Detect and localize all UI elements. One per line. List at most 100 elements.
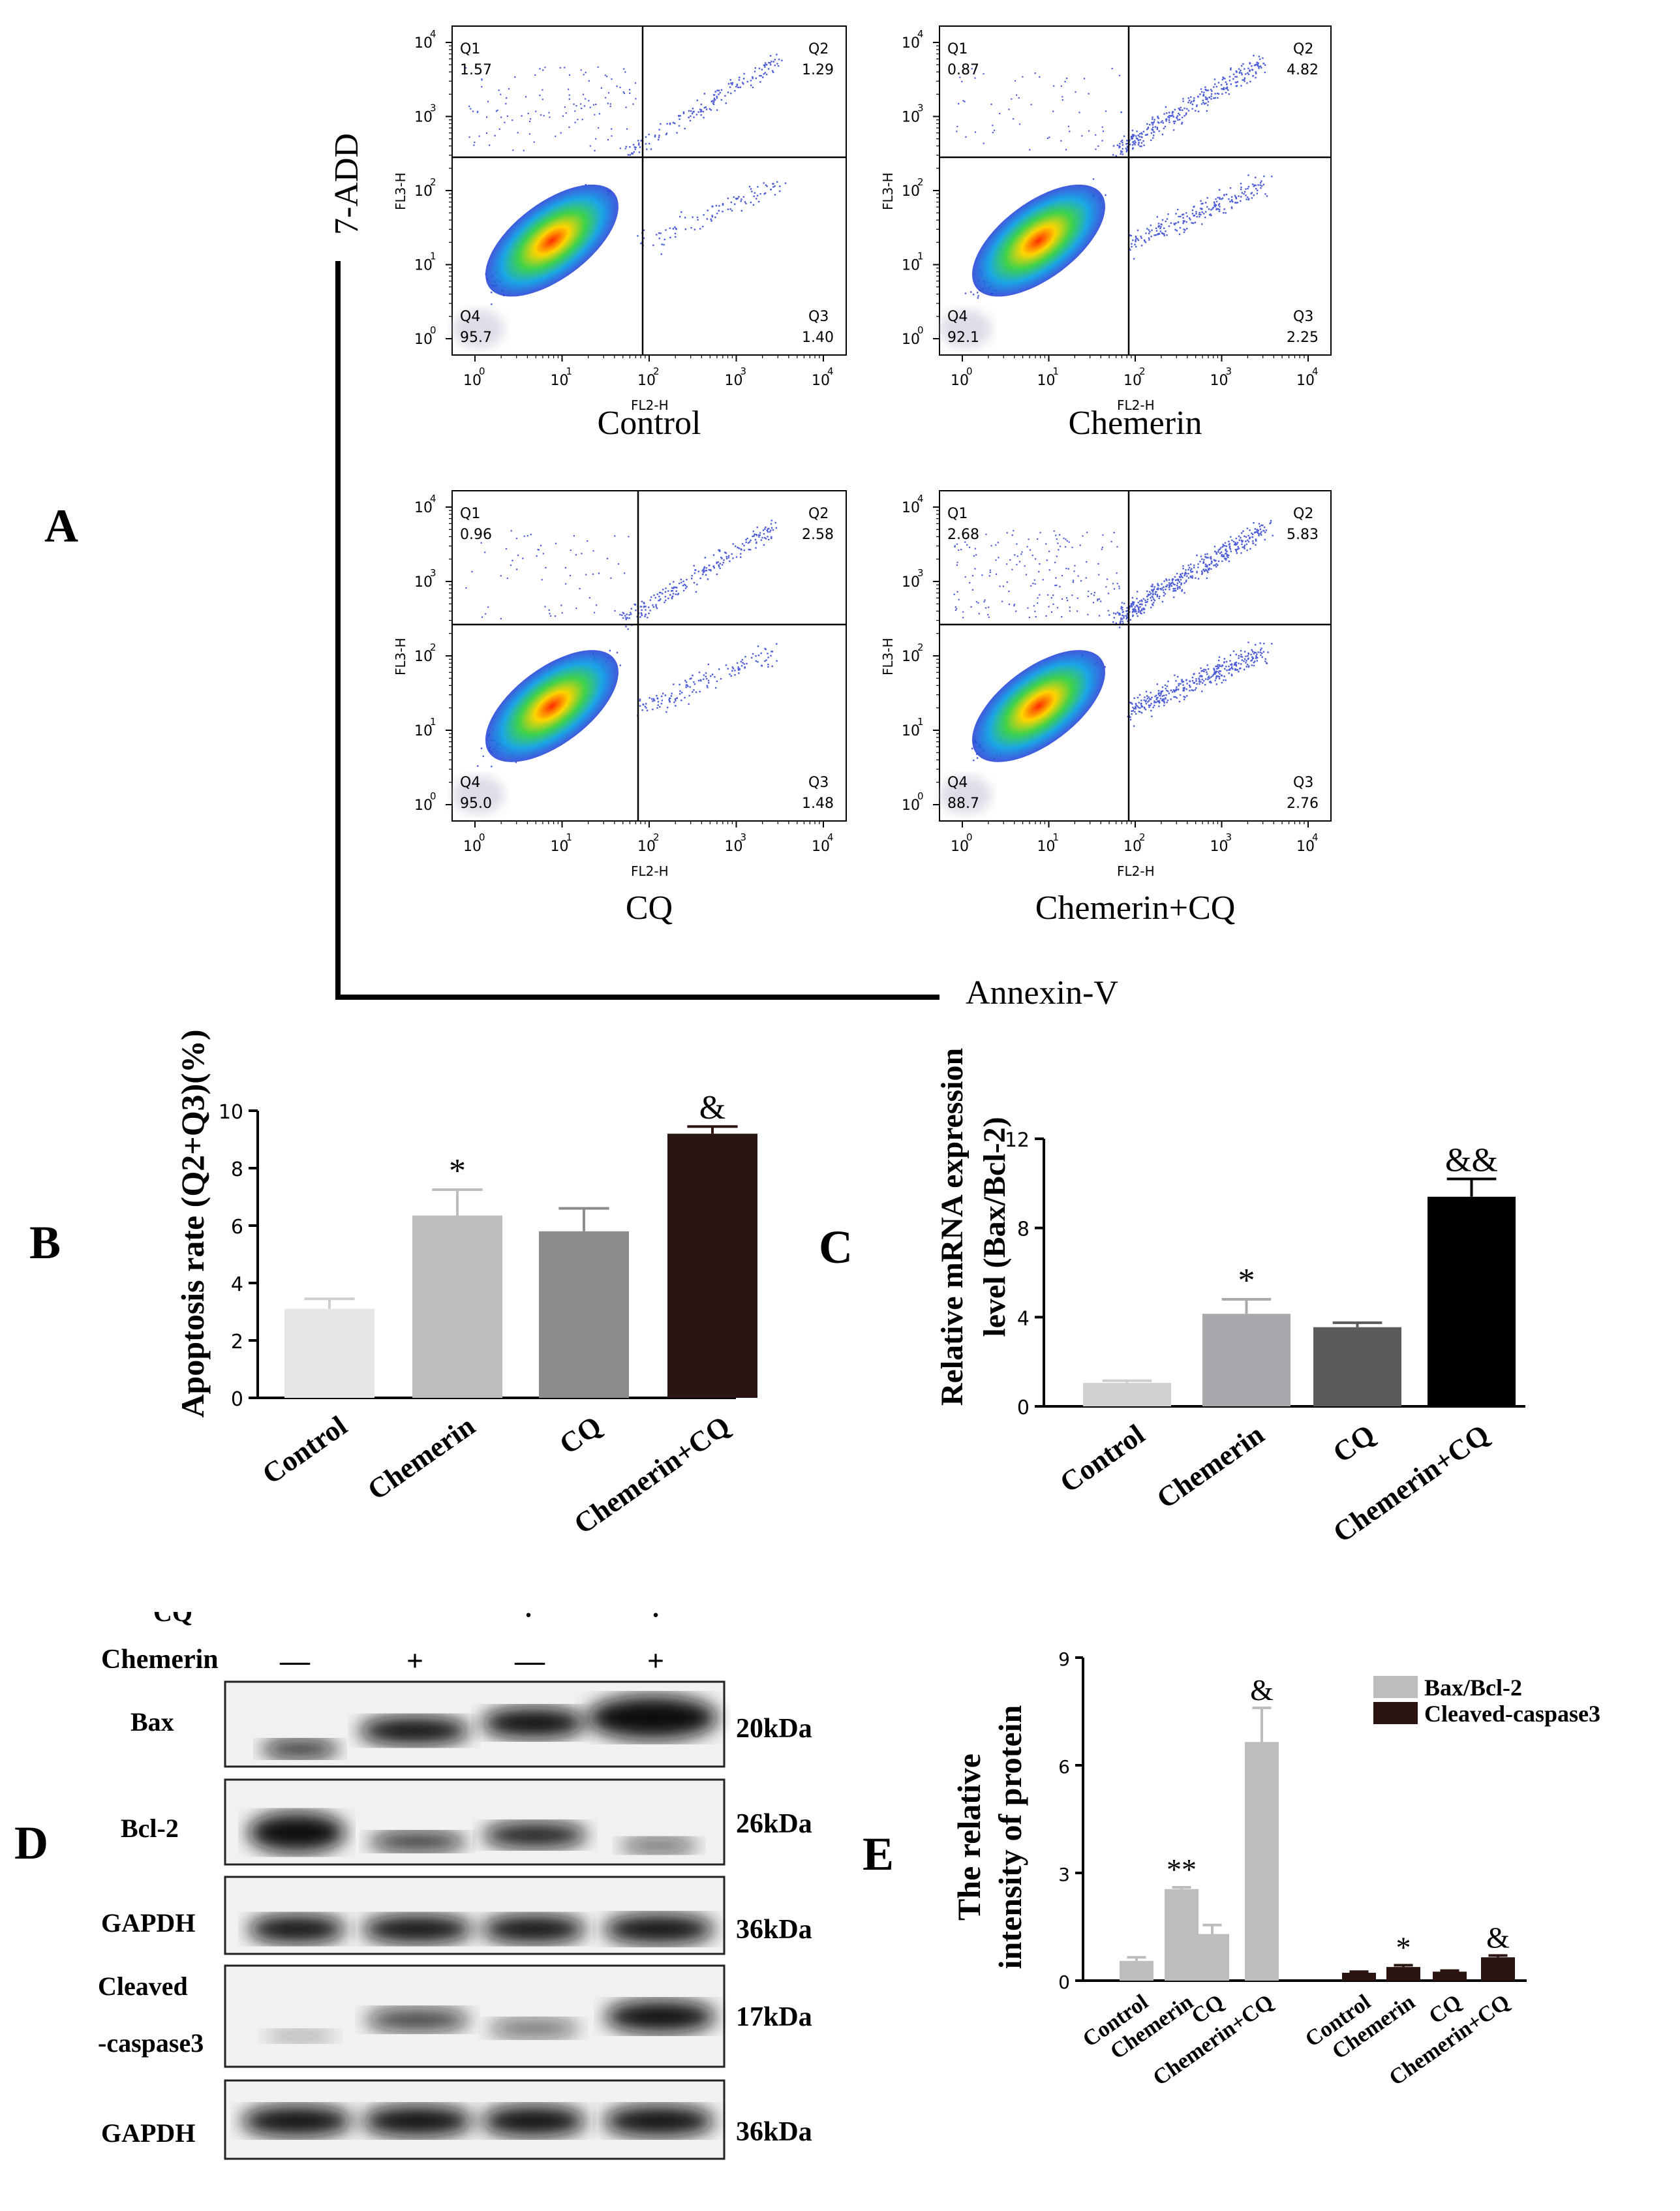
chart-b-apoptosis-rate: Apoptosis rate (Q2+Q3)(%) 0 2 4 6 8 10 * & Contro… [174, 1029, 757, 1540]
flow-scatter-dots [939, 519, 1274, 814]
q2-value: 5.83 [1287, 527, 1319, 543]
y-tick-label-base: 10 [414, 332, 433, 348]
flow-density-heatmap [972, 650, 1105, 762]
bar [1481, 1957, 1515, 1981]
x-tick-label-exp: 2 [1139, 831, 1146, 843]
flow-plot-frame [451, 25, 847, 356]
flow-condition-label: Control [598, 405, 701, 442]
q1-label: Q1 [460, 506, 480, 522]
flow-density-heatmap [972, 184, 1105, 297]
q4-label: Q4 [947, 775, 968, 791]
flow-x-title: FL2-H [631, 863, 669, 879]
q3-value: 1.48 [802, 796, 834, 812]
q2-label: Q2 [808, 506, 829, 522]
legend-label-caspase: Cleaved-caspase3 [1424, 1701, 1600, 1727]
x-tick-label-base: 10 [812, 373, 830, 389]
q3-value: 2.76 [1287, 796, 1319, 812]
x-tick-label-base: 10 [725, 373, 743, 389]
q3-value: 2.25 [1287, 330, 1319, 346]
x-tick-label-base: 10 [1123, 839, 1142, 855]
flow-y-title: FL3-H [880, 172, 896, 210]
y-tick-label-base: 10 [902, 797, 920, 814]
q3-label: Q3 [1293, 775, 1313, 791]
bar [1165, 1889, 1199, 1981]
x-tick-label-base: 10 [812, 839, 830, 855]
q2-value: 2.58 [802, 527, 834, 543]
protein-band [603, 1914, 714, 1944]
y-tick-label-exp: 0 [430, 790, 436, 802]
significance-mark: & [699, 1089, 725, 1126]
x-tick-label-base: 10 [1210, 373, 1229, 389]
flow-debris-cloud [939, 309, 992, 348]
x-tick-label-base: 10 [725, 839, 743, 855]
x-tick-label-exp: 1 [566, 831, 573, 843]
y-tick-label-exp: 2 [430, 176, 436, 188]
protein-band [603, 2105, 714, 2137]
x-tick-label-exp: 2 [653, 365, 660, 377]
x-tick-label-exp: 2 [653, 831, 660, 843]
flow-plot-4: Q12.68Q25.83Q488.7Q32.761001001011011021… [880, 490, 1332, 927]
kda-label: 17kDa [736, 2002, 812, 2032]
chemerin-row-label: Chemerin [101, 1645, 219, 1675]
y-tick-label-base: 10 [902, 500, 920, 516]
q3-value: 1.40 [802, 330, 834, 346]
blot-row-4: Cleaved -caspase3 17kDa [98, 1964, 812, 2068]
y-tick-label: 8 [1017, 1218, 1030, 1241]
category-label: Chemerin [361, 1410, 480, 1506]
q4-value: 88.7 [947, 796, 979, 812]
q4-value: 95.0 [460, 796, 492, 812]
y-tick-label-base: 10 [414, 258, 433, 274]
x-tick-label-base: 10 [551, 373, 569, 389]
protein-band [369, 1832, 466, 1851]
y-tick-label-base: 10 [414, 500, 433, 516]
q2-label: Q2 [1293, 41, 1313, 57]
x-tick-label-base: 10 [1296, 839, 1315, 855]
y-tick-label: 12 [1005, 1129, 1030, 1152]
y-tick-label-exp: 0 [917, 324, 924, 336]
kda-label: 36kDa [736, 1915, 812, 1945]
x-tick-label-base: 10 [463, 839, 481, 855]
blot-row-3: GAPDH 36kDa [101, 1876, 812, 1955]
y-tick-label-exp: 0 [917, 790, 924, 802]
y-tick-label-base: 10 [414, 649, 433, 665]
y-tick-label: 6 [1058, 1756, 1070, 1778]
blot-row-1: Bax 20kDa [130, 1680, 812, 1768]
blot-row-5: GAPDH 36kDa [101, 2079, 812, 2160]
bar [667, 1134, 757, 1398]
y-tick-label-base: 10 [414, 183, 433, 200]
y-tick-label-exp: 3 [917, 102, 924, 114]
flow-plot-frame [939, 490, 1332, 822]
y-tick-label: 6 [231, 1216, 243, 1239]
x-tick-label-exp: 4 [827, 831, 834, 843]
blot-label: Cleaved [98, 1971, 188, 2001]
q2-value: 1.29 [802, 62, 834, 78]
y-tick-label-base: 10 [902, 649, 920, 665]
significance-mark: * [1238, 1262, 1255, 1299]
q4-value: 95.7 [460, 330, 492, 346]
flow-condition-label: Chemerin [1068, 405, 1202, 442]
legend-swatch-bax [1373, 1676, 1418, 1698]
y-tick-label: 4 [1017, 1307, 1030, 1330]
x-tick-label-base: 10 [637, 373, 656, 389]
y-tick-label: 8 [231, 1158, 243, 1181]
chemerin-sign: + [647, 1644, 664, 1677]
chart-c-ylabel-2: level (Bax/Bcl-2) [977, 1117, 1012, 1337]
q2-label: Q2 [808, 41, 829, 57]
protein-band [248, 1915, 346, 1943]
protein-band [261, 1740, 339, 1758]
blot-label: GAPDH [101, 2118, 195, 2148]
cq-mark: · [651, 1600, 660, 1630]
x-tick-label-exp: 0 [479, 831, 485, 843]
flow-debris-cloud [939, 775, 992, 814]
category-label: Control [1054, 1418, 1151, 1499]
protein-band [264, 2030, 336, 2043]
bar [1386, 1967, 1420, 1981]
bar [284, 1308, 374, 1398]
x-tick-label-base: 10 [1296, 373, 1315, 389]
y-tick-label: 0 [1058, 1971, 1070, 1993]
flow-plot-frame [451, 490, 847, 822]
panel-label-d: D [14, 1817, 48, 1869]
q4-label: Q4 [460, 775, 480, 791]
flow-plot-1: Q11.57Q21.29Q495.7Q31.401001001011011021… [393, 25, 847, 442]
